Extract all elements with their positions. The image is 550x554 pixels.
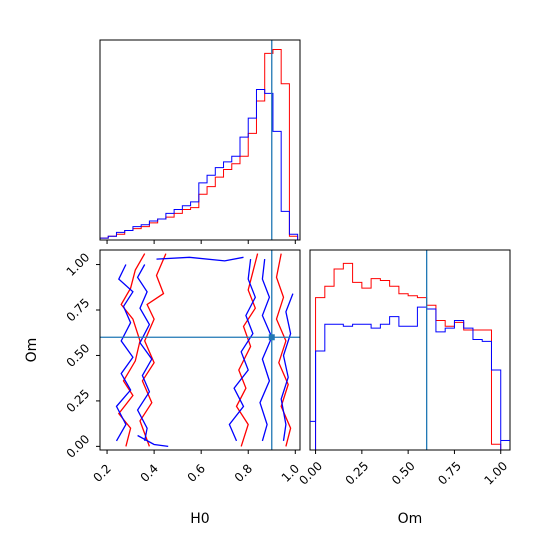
contour-y-tick-label: 0.25 (64, 387, 93, 416)
om-histogram-tail-left (310, 350, 317, 422)
contour-truth-marker (268, 334, 275, 341)
contour-y-axis-label: Om (24, 338, 40, 363)
om-histogram-tails (310, 350, 510, 441)
om-histogram-series-blue (315, 306, 502, 450)
contour-x-axis-label: H0 (190, 511, 209, 527)
contour-x-tick-label: 0.6 (185, 461, 208, 484)
h0-histogram-series-blue (100, 89, 299, 240)
contour-frame (99, 249, 301, 451)
contour-line-red (117, 253, 146, 447)
om-x-tick-label: 0.00 (296, 459, 325, 488)
om-histogram-series-red (315, 262, 502, 450)
contour-line-red (139, 253, 167, 447)
contour-y-tick-label: 1.00 (64, 250, 93, 279)
om-x-tick-label: 0.25 (343, 459, 372, 488)
contour-line-red (275, 253, 292, 447)
contour-line-blue (156, 256, 244, 262)
contour-y-tick-label: 0.00 (64, 432, 93, 461)
contour-line-blue (115, 264, 134, 442)
om-x-tick-label: 0.50 (389, 459, 418, 488)
contour-x-tick-label: 0.8 (232, 461, 255, 484)
contour-line-red (235, 253, 259, 447)
contour-line-blue (137, 434, 169, 448)
contour-x-tick-label: 0.2 (91, 461, 114, 484)
contour-y-tick-label: 0.75 (64, 296, 93, 325)
om-x-axis-label: Om (398, 511, 423, 527)
contour-line-blue (136, 264, 153, 442)
contour-line-blue (280, 293, 294, 441)
contour-x-tick-label: 0.4 (138, 461, 161, 484)
om-x-tick-label: 0.75 (435, 459, 464, 488)
contour-line-blue (228, 259, 257, 442)
contour-y-tick-label: 0.50 (64, 341, 93, 370)
h0-histogram-series-red (100, 49, 299, 240)
h0-histogram-series-group (100, 49, 299, 240)
om-histogram-frame (309, 249, 511, 451)
h0-histogram-frame (99, 39, 301, 241)
om-x-tick-label: 1.00 (482, 459, 511, 488)
om-histogram-series-group (315, 262, 502, 450)
contour-line-blue (259, 259, 273, 442)
contour-group (115, 253, 294, 448)
